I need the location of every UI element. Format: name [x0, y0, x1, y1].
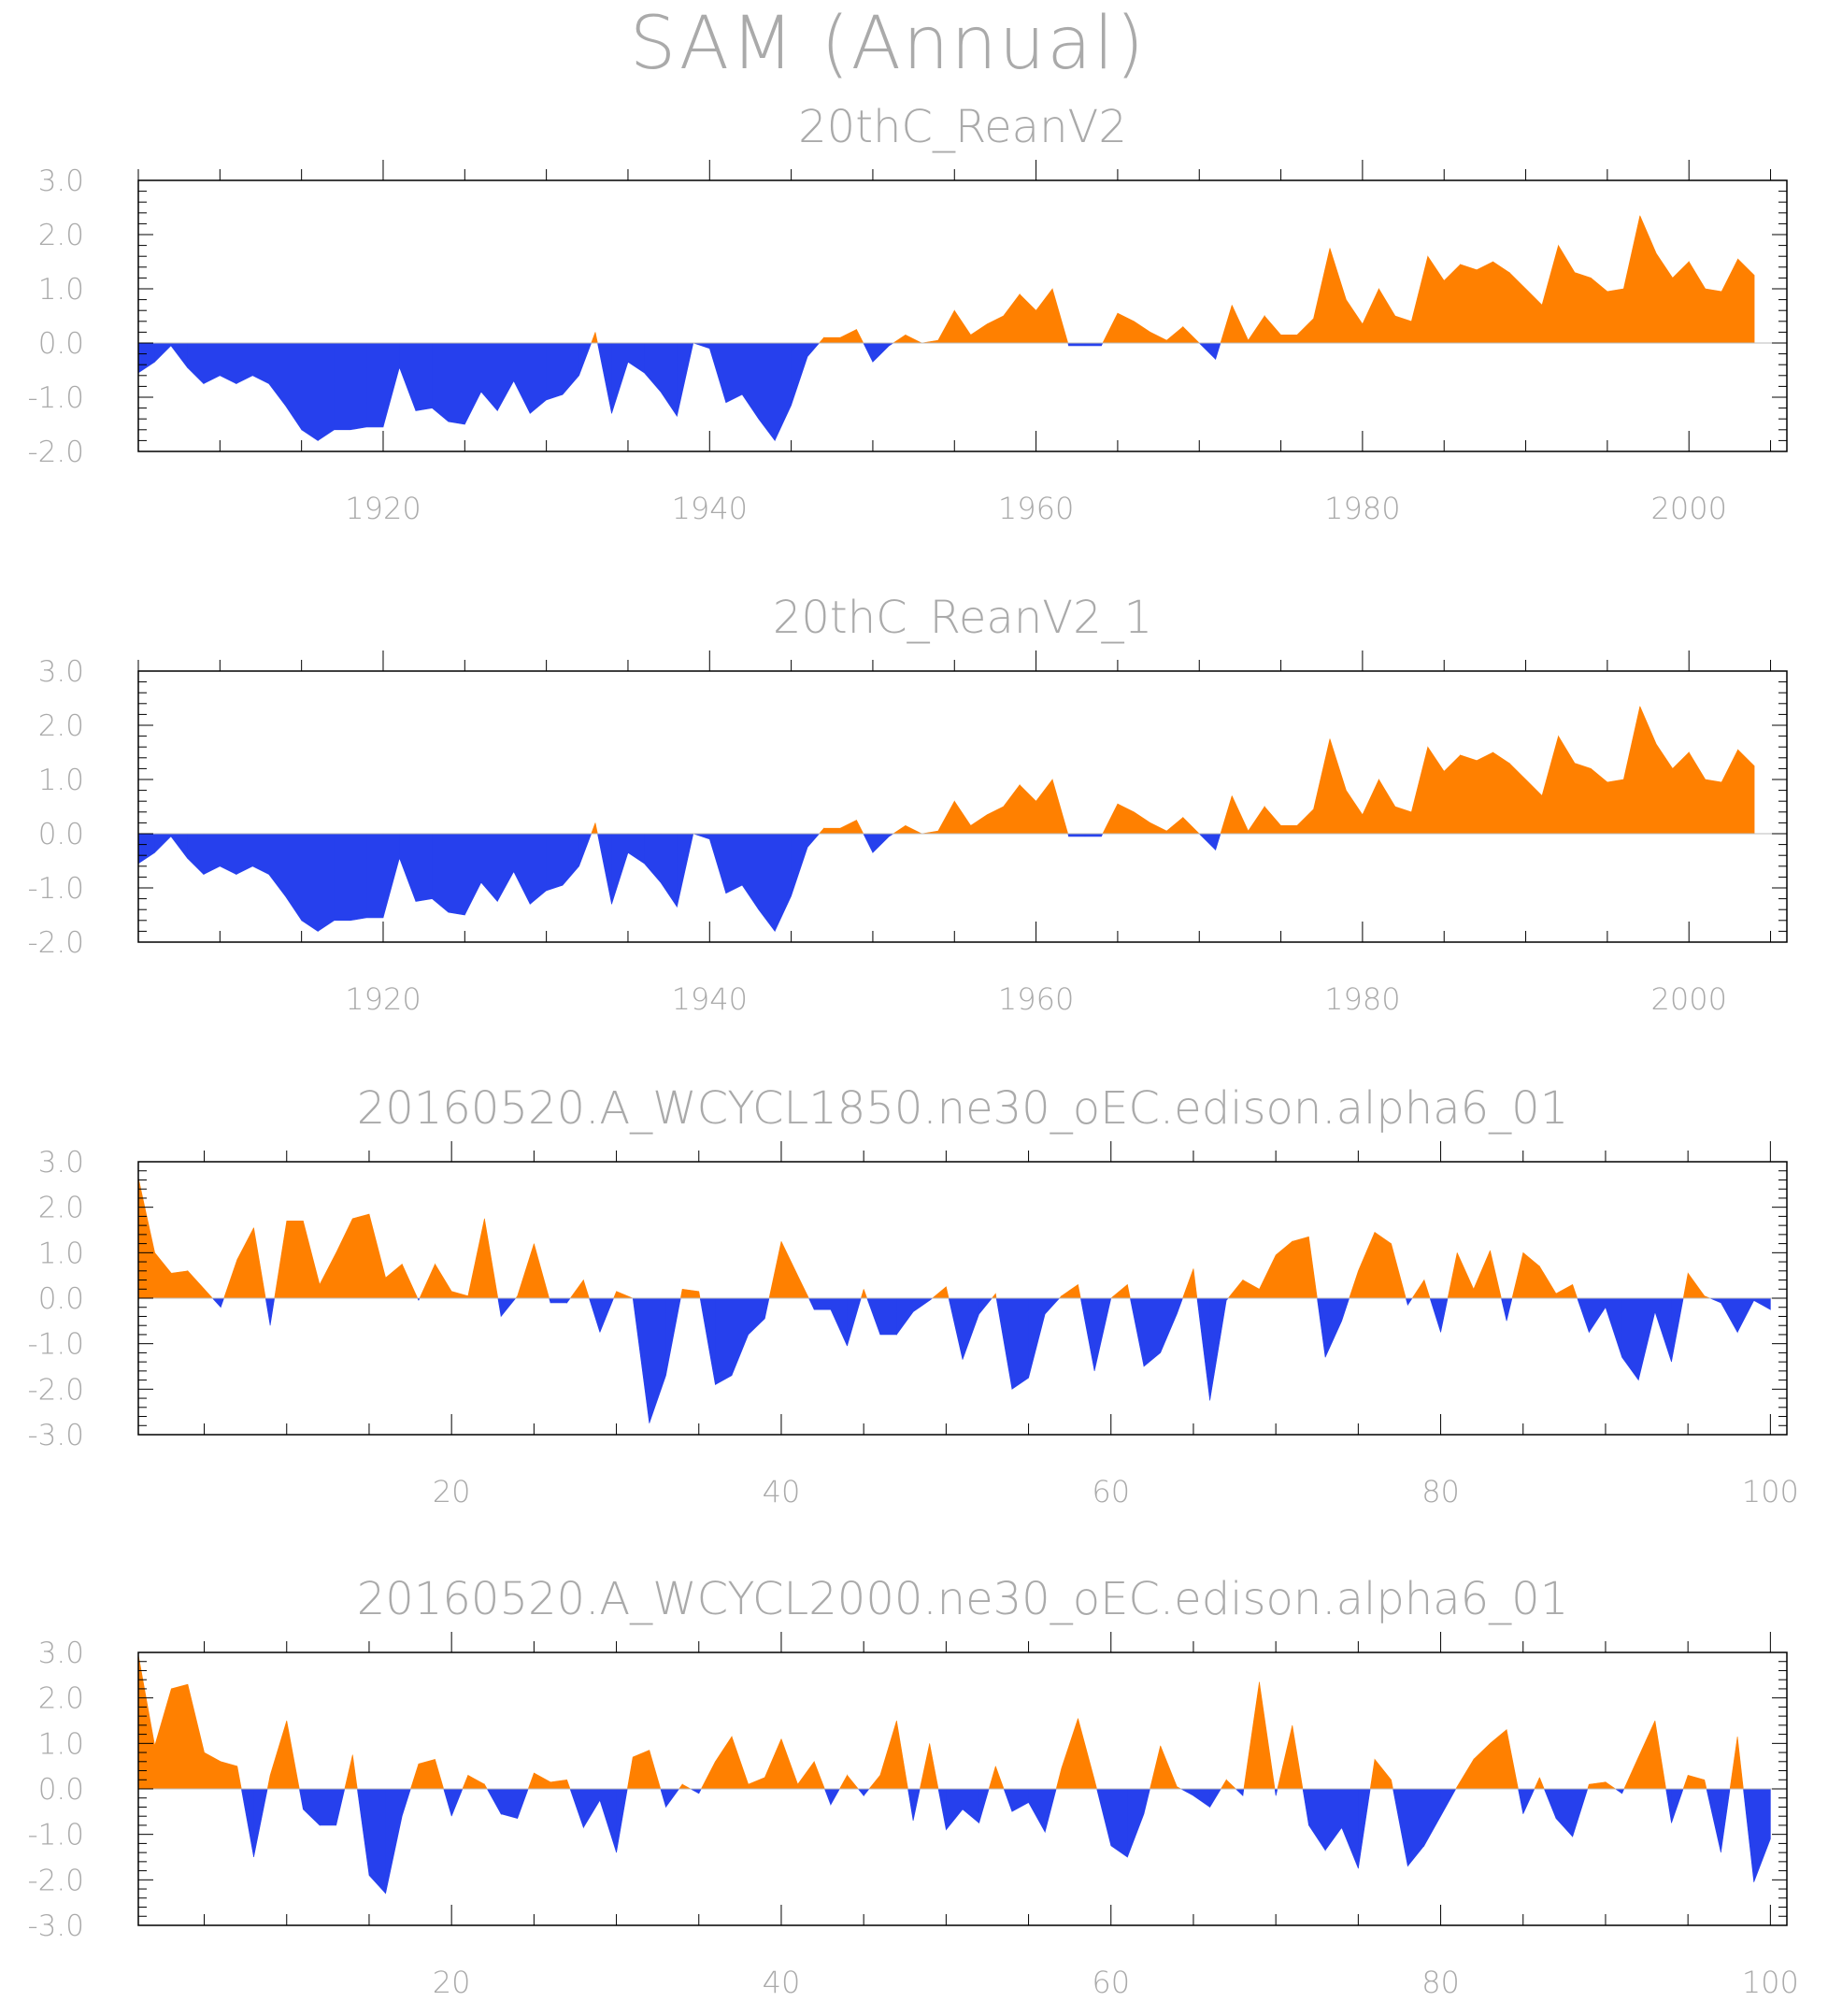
panel-2: 20thC_ReanV2_1 3.0 2.0 1.0 0.0 -1.0 -2.0 1920 19… — [28, 592, 1788, 1017]
x-tick-label: 40 — [763, 1965, 801, 2000]
y-tick-label: 3.0 — [38, 1637, 84, 1670]
x-tick-label: 40 — [763, 1474, 801, 1509]
x-tick-label: 2000 — [1650, 491, 1726, 526]
y-tick-label: 1.0 — [38, 273, 84, 307]
panel-title: 20thC_ReanV2 — [798, 101, 1127, 153]
y-tick-label: 3.0 — [38, 655, 84, 689]
x-tick-label: 1920 — [345, 981, 421, 1017]
positive-area — [137, 1177, 1710, 1299]
panel-title: 20160520.A_WCYCL2000.ne30_oEC.edison.alp… — [357, 1573, 1568, 1625]
y-tick-label: -2.0 — [28, 1373, 85, 1407]
y-tick-label: 2.0 — [38, 709, 84, 743]
panel-1: 20thC_ReanV2 3.0 2.0 1.0 0.0 -1.0 -2.0 1920 1940… — [28, 101, 1788, 526]
x-tick-label: 1980 — [1324, 491, 1400, 526]
x-tick-label: 1940 — [672, 491, 748, 526]
y-tick-label: -1.0 — [28, 872, 85, 906]
y-tick-label: -1.0 — [28, 1819, 85, 1852]
negative-area — [137, 342, 1221, 442]
x-tick-label: 1960 — [998, 981, 1074, 1017]
y-tick-label: -3.0 — [28, 1909, 85, 1943]
x-tick-label: 60 — [1092, 1965, 1130, 2000]
y-tick-label: 2.0 — [38, 219, 84, 252]
y-tick-label: 0.0 — [38, 818, 84, 851]
y-tick-label: -2.0 — [28, 1864, 85, 1897]
panel-title: 20160520.A_WCYCL1850.ne30_oEC.edison.alp… — [357, 1082, 1568, 1135]
negative-area — [137, 833, 1221, 933]
y-tick-label: 3.0 — [38, 164, 84, 198]
x-tick-label: 1920 — [345, 491, 421, 526]
x-tick-label: 1940 — [672, 981, 748, 1017]
y-tick-label: -2.0 — [28, 926, 85, 960]
y-tick-label: 0.0 — [38, 1773, 84, 1807]
y-tick-label: 1.0 — [38, 1727, 84, 1761]
x-tick-label: 1960 — [998, 491, 1074, 526]
plot-frame — [137, 179, 1788, 452]
y-tick-label: -2.0 — [28, 436, 85, 469]
panel-4: 20160520.A_WCYCL2000.ne30_oEC.edison.alp… — [28, 1573, 1799, 2000]
y-tick-label: 2.0 — [38, 1192, 84, 1225]
panel-title: 20thC_ReanV2_1 — [773, 592, 1152, 644]
y-tick-label: -1.0 — [28, 1328, 85, 1362]
plot-frame — [137, 670, 1788, 943]
y-tick-label: -1.0 — [28, 381, 85, 415]
y-tick-label: -3.0 — [28, 1419, 85, 1452]
y-tick-label: 1.0 — [38, 764, 84, 797]
y-tick-label: 0.0 — [38, 327, 84, 361]
positive-area — [137, 1654, 1744, 1790]
x-tick-label: 1980 — [1324, 981, 1400, 1017]
x-tick-label: 80 — [1421, 1965, 1460, 2000]
panel-3: 20160520.A_WCYCL1850.ne30_oEC.edison.alp… — [28, 1082, 1799, 1509]
x-tick-label: 60 — [1092, 1474, 1130, 1509]
negative-area — [240, 1788, 1771, 1894]
y-tick-label: 2.0 — [38, 1682, 84, 1716]
y-tick-label: 1.0 — [38, 1237, 84, 1270]
y-tick-label: 0.0 — [38, 1282, 84, 1316]
x-tick-label: 80 — [1421, 1474, 1460, 1509]
positive-area — [591, 215, 1755, 344]
positive-area — [591, 706, 1755, 835]
negative-area — [211, 1297, 1771, 1423]
x-tick-label: 20 — [433, 1965, 471, 2000]
x-tick-label: 100 — [1742, 1965, 1799, 2000]
x-tick-label: 20 — [433, 1474, 471, 1509]
x-tick-label: 2000 — [1650, 981, 1726, 1017]
y-tick-label: 3.0 — [38, 1146, 84, 1180]
x-tick-label: 100 — [1742, 1474, 1799, 1509]
figure-title: SAM (Annual) — [629, 2, 1147, 86]
